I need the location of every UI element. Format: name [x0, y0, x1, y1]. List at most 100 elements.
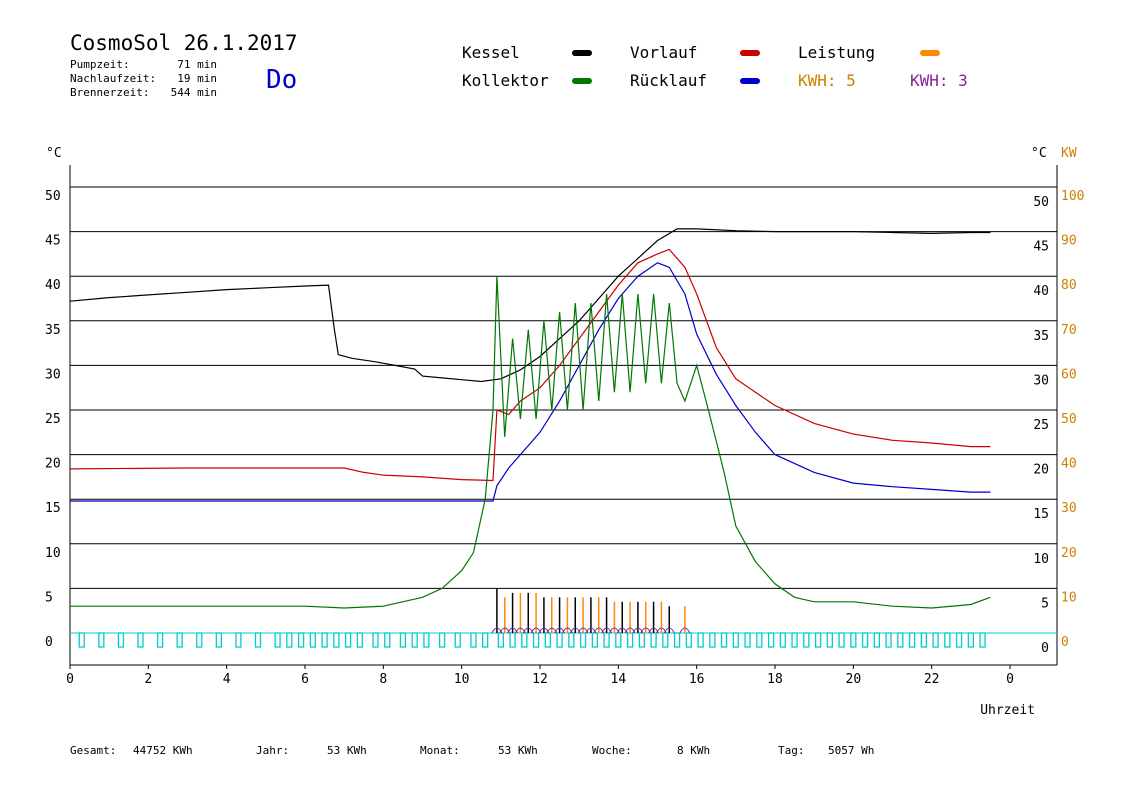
y-tick-right-20: 20 — [1033, 463, 1049, 478]
series-kessel — [69, 228, 991, 383]
x-tick-1: 2 — [144, 672, 152, 687]
y-tick-right-5: 5 — [1041, 596, 1049, 611]
y-tick-right-0: 0 — [1041, 641, 1049, 656]
pump-marker-5 — [176, 632, 183, 648]
pump-marker-33 — [568, 632, 575, 648]
x-tick-2: 4 — [223, 672, 231, 687]
y2-tick-50: 50 — [1061, 412, 1077, 427]
y-tick-left-0: 0 — [45, 635, 53, 650]
legend-vorlauf-swatch — [740, 50, 760, 56]
pump-marker-40 — [650, 632, 657, 648]
pump-marker-35 — [591, 632, 598, 648]
x-axis-label: Uhrzeit — [980, 703, 1035, 718]
leistung-spikes — [491, 588, 691, 634]
x-tick-8: 16 — [689, 672, 705, 687]
weekday: Do — [266, 65, 297, 95]
legend-leistung-swatch — [920, 50, 940, 56]
pump-marker-39 — [638, 632, 645, 648]
nach-label: Nachlaufzeit: — [70, 72, 156, 85]
pump-marker-47 — [732, 632, 739, 648]
series-vorlauf — [69, 248, 991, 482]
footer-monat: 53 KWh — [498, 744, 538, 757]
pump-value: 71 min — [177, 58, 217, 71]
pump-marker-34 — [579, 632, 587, 648]
chart-title: CosmoSol 26.1.2017 — [70, 31, 298, 55]
pump-marker-4 — [156, 632, 164, 648]
y2-tick-40: 40 — [1061, 457, 1077, 472]
pump-marker-68 — [979, 632, 986, 648]
y-tick-right-40: 40 — [1033, 284, 1049, 299]
footer-woche-label: Woche: — [592, 744, 632, 757]
legend: Kessel Kollektor Vorlauf Rücklauf Leistu… — [462, 43, 968, 90]
nach-value: 19 min — [177, 72, 217, 85]
pump-marker-65 — [944, 632, 951, 648]
y-tick-right-10: 10 — [1033, 552, 1049, 567]
pump-marker-36 — [603, 632, 610, 648]
y-tick-left-40: 40 — [45, 278, 61, 293]
series-kollektor — [70, 276, 991, 609]
pump-marker-25 — [470, 632, 477, 648]
y2-tick-30: 30 — [1061, 501, 1077, 516]
pump-marker-1 — [98, 632, 105, 648]
pump-marker-30 — [532, 632, 540, 648]
x-tick-0: 0 — [66, 672, 74, 687]
pump-marker-13 — [309, 632, 316, 648]
leistung-arc-22 — [663, 627, 675, 634]
pump-marker-43 — [685, 632, 692, 648]
pump-marker-51 — [779, 632, 786, 648]
y-tick-left-45: 45 — [45, 234, 61, 249]
pump-marker-11 — [286, 632, 293, 648]
y-tick-left-35: 35 — [45, 323, 61, 338]
footer-monat-label: Monat: — [420, 744, 460, 757]
pump-marker-23 — [438, 632, 446, 648]
pump-marker-37 — [615, 632, 622, 648]
pump-marker-56 — [838, 632, 845, 648]
x-tick-3: 6 — [301, 672, 309, 687]
footer-stats: Gesamt: 44752 KWh Jahr: 53 KWh Monat: 53… — [70, 744, 874, 757]
pump-marker-41 — [662, 632, 669, 648]
series-rcklauf — [70, 262, 991, 502]
pump-marker-53 — [803, 632, 810, 648]
pump-marker-6 — [196, 632, 203, 648]
pump-marker-26 — [482, 632, 489, 648]
y-tick-right-25: 25 — [1033, 418, 1049, 433]
y-tick-left-50: 50 — [45, 189, 61, 204]
x-tick-5: 10 — [454, 672, 470, 687]
pump-marker-49 — [756, 632, 763, 648]
pump-marker-44 — [697, 632, 704, 648]
pump-marker-45 — [709, 632, 716, 648]
pump-marker-10 — [274, 632, 281, 648]
pump-label: Pumpzeit: — [70, 58, 130, 71]
pump-marker-46 — [720, 632, 728, 648]
pump-marker-21 — [411, 632, 418, 648]
leistung-arc-23 — [679, 627, 691, 634]
legend-kollektor-swatch — [572, 78, 592, 84]
pump-marker-15 — [333, 632, 340, 648]
pump-markers — [78, 632, 986, 648]
y2-tick-70: 70 — [1061, 323, 1077, 338]
x-tick-9: 18 — [767, 672, 783, 687]
legend-ruecklauf-swatch — [740, 78, 760, 84]
pump-marker-62 — [908, 632, 916, 648]
brenner-value: 544 min — [171, 86, 217, 99]
y-tick-left-15: 15 — [45, 501, 61, 516]
pump-marker-12 — [297, 632, 305, 648]
pump-marker-60 — [885, 632, 892, 648]
y-tick-right-50: 50 — [1033, 195, 1049, 210]
pump-marker-29 — [521, 632, 528, 648]
pump-marker-32 — [556, 632, 563, 648]
gridlines — [70, 186, 1057, 589]
pump-marker-3 — [137, 632, 144, 648]
pump-marker-58 — [861, 632, 869, 648]
y2-tick-60: 60 — [1061, 367, 1077, 382]
y2-tick-20: 20 — [1061, 546, 1077, 561]
pump-marker-55 — [826, 632, 833, 648]
footer-gesamt: 44752 KWh — [133, 744, 193, 757]
footer-jahr-label: Jahr: — [256, 744, 289, 757]
x-tick-10: 20 — [846, 672, 862, 687]
pump-marker-42 — [673, 632, 681, 648]
legend-vorlauf: Vorlauf — [630, 43, 697, 62]
legend-kollektor: Kollektor — [462, 71, 549, 90]
y-tick-left-25: 25 — [45, 412, 61, 427]
pump-marker-9 — [254, 632, 262, 648]
